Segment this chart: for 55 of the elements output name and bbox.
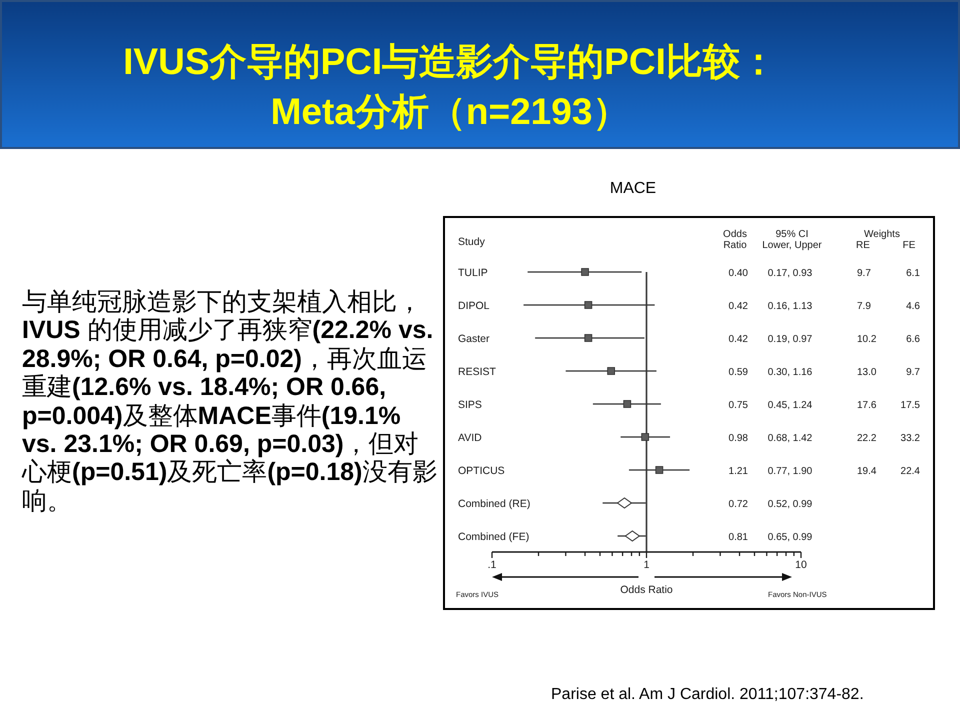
text: 13.0 (857, 367, 877, 378)
y-tick-label: RESIST (458, 366, 497, 378)
text: Odds Ratio (723, 229, 748, 251)
annotation: 0.42 (728, 301, 748, 312)
text: FE (902, 240, 916, 251)
text: Parise et al. Am J Cardiol. 2011;107:374-82. (551, 686, 864, 703)
text: Study (458, 236, 486, 248)
y-tick-label: AVID (458, 432, 482, 444)
y-tick-label: Gaster (458, 333, 490, 345)
annotation: 0.77, 1.90 (768, 466, 813, 477)
text: 17.6 (857, 400, 877, 411)
text: 6.1 (906, 268, 920, 279)
text: 10.2 (857, 334, 877, 345)
text: 22.2 (857, 433, 877, 444)
text: 7.9 (857, 301, 872, 312)
text: 22.4 (900, 466, 920, 477)
text: Weights (864, 229, 900, 240)
text: 9.7 (906, 367, 920, 378)
text: 33.2 (900, 433, 920, 444)
text: 与单纯冠脉造影下的支架植入相比，IVUS 的使用减少了再狭窄(22.2% vs. 28.9%; OR 0.64, p=0.02)，再次血运重建(12.6% vs. 18.4%; OR 0.66, p=0.004)及整体MACE事件(19.1% vs. 23.1%; OR 0.69, p=0.03)，但对心梗(p=0.51)及死亡率(p=0.18)没有影响。 (22, 288, 438, 515)
annotation: 0.17, 0.93 (768, 268, 813, 279)
text: 19.4 (857, 466, 877, 477)
y-tick-label: OPTICUS (458, 465, 505, 477)
text: 6.6 (906, 334, 920, 345)
text: RE (856, 240, 870, 251)
y-tick-label: TULIP (458, 267, 488, 279)
y-tick-label: Combined (RE) (458, 498, 530, 510)
annotation: 0.98 (728, 433, 748, 444)
text: 95% CI Lower, Upper (762, 229, 822, 251)
text: 17.5 (900, 400, 920, 411)
y-tick-label: Combined (FE) (458, 531, 530, 543)
annotation: 1.21 (728, 466, 748, 477)
annotation: 0.45, 1.24 (768, 400, 813, 411)
annotation: 0.68, 1.42 (768, 433, 813, 444)
annotation: 0.19, 0.97 (768, 334, 813, 345)
chart-title: IVUS介导的PCI与造影介导的PCI比较： Meta分析（n=2193） (123, 41, 777, 132)
annotation: 0.72 (728, 499, 748, 510)
annotation: 0.65, 0.99 (768, 532, 813, 543)
annotation: 0.81 (728, 532, 748, 543)
annotation: 0.40 (728, 268, 748, 279)
x-axis-title: Odds Ratio (620, 584, 673, 596)
annotation: 0.59 (728, 367, 748, 378)
x-tick-label: 1 (644, 559, 650, 571)
annotation: 0.16, 1.13 (768, 301, 813, 312)
y-tick-label: SIPS (458, 399, 482, 411)
chart-subtitle: MACE (610, 180, 656, 197)
y-tick-label: DIPOL (458, 300, 490, 312)
text: 9.7 (857, 268, 872, 279)
annotation: 0.30, 1.16 (768, 367, 813, 378)
annotation: 0.75 (728, 400, 748, 411)
x-tick-label: 10 (795, 559, 807, 571)
annotation: 0.52, 0.99 (768, 499, 813, 510)
text: 4.6 (906, 301, 920, 312)
annotation: 0.42 (728, 334, 748, 345)
x-tick-label: .1 (488, 559, 497, 571)
